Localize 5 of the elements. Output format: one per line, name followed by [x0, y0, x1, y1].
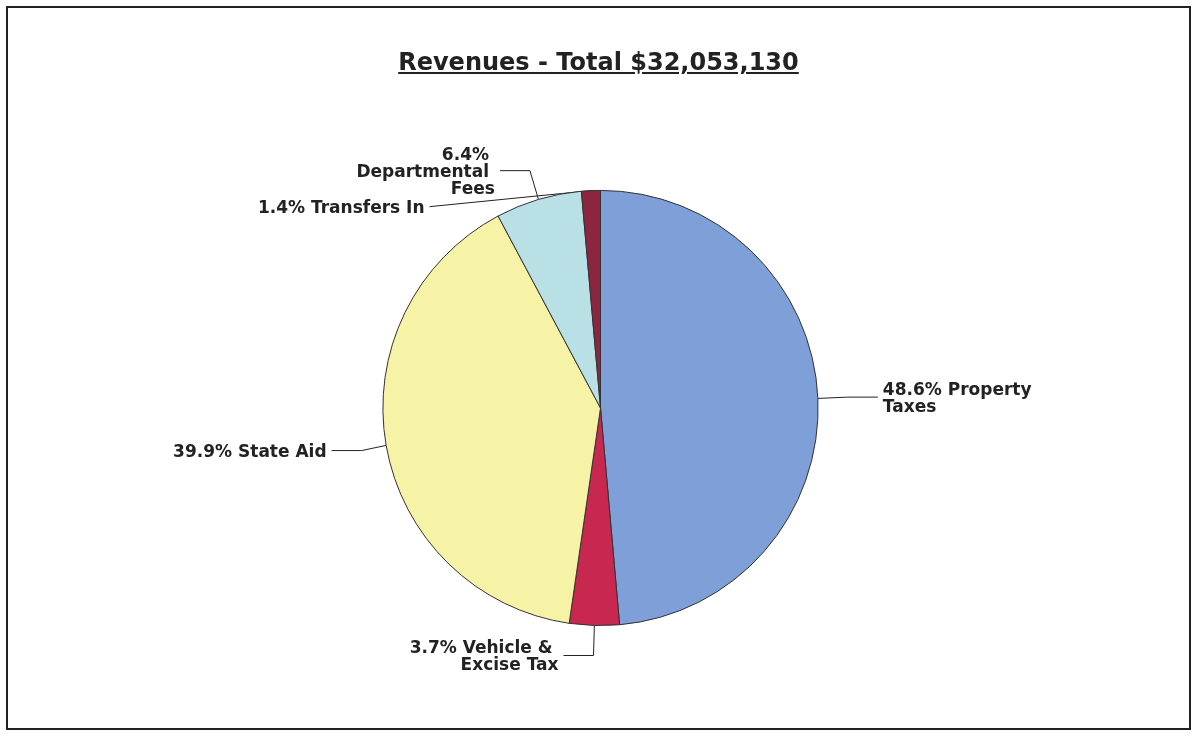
slice-label: 3.7% Vehicle & Excise Tax: [409, 637, 559, 674]
chart-title: Revenues - Total $32,053,130: [397, 48, 800, 76]
slice-label: 39.9% State Aid: [173, 440, 327, 461]
slice-label: 48.6% Property Taxes: [882, 378, 1038, 416]
slice-label: 1.4% Transfers In: [257, 196, 425, 217]
